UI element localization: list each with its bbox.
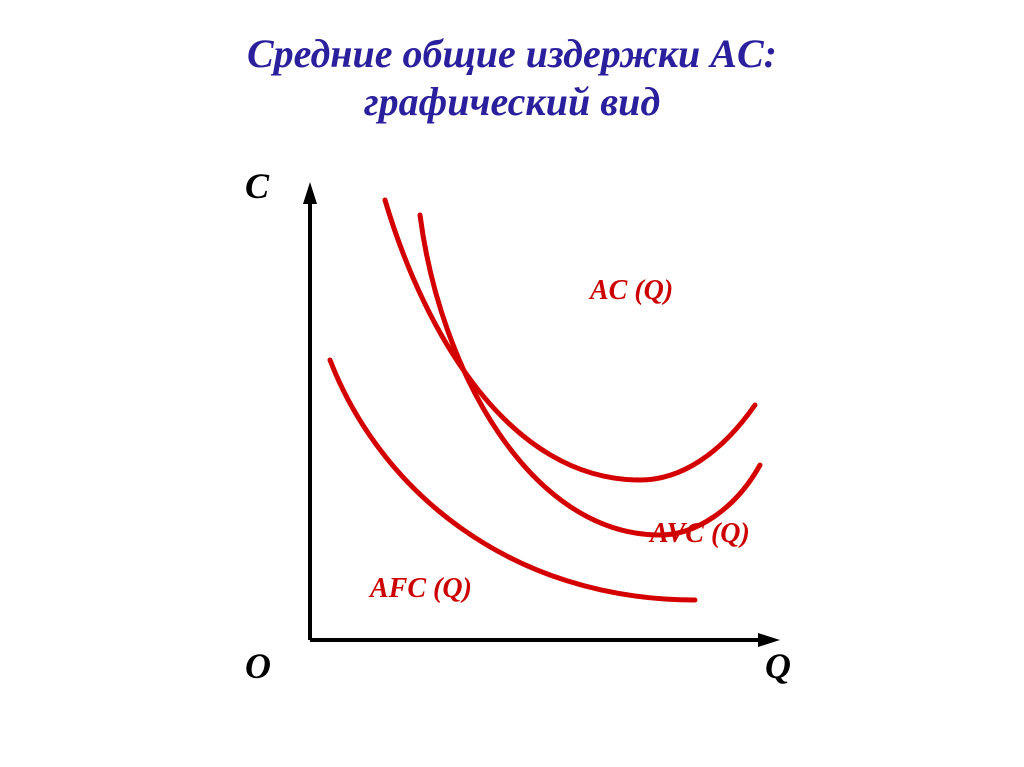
ac-curve <box>385 200 755 480</box>
y-axis-label: C <box>245 165 269 207</box>
ac-label: AC (Q) <box>590 275 673 307</box>
avc-label: AVC (Q) <box>650 518 750 550</box>
afc-label: AFC (Q) <box>370 573 472 605</box>
title-line-1: Средние общие издержки AC: <box>0 30 1024 78</box>
chart-svg <box>250 180 790 680</box>
title-line-2: графический вид <box>0 78 1024 126</box>
y-axis-arrow <box>303 182 317 204</box>
avc-curve <box>420 215 760 535</box>
origin-label: O <box>245 645 271 687</box>
page-title: Средние общие издержки AC: графический в… <box>0 0 1024 126</box>
x-axis-label: Q <box>765 645 791 687</box>
cost-curves-chart: C O Q AC (Q) AVC (Q) AFC (Q) <box>250 180 790 680</box>
